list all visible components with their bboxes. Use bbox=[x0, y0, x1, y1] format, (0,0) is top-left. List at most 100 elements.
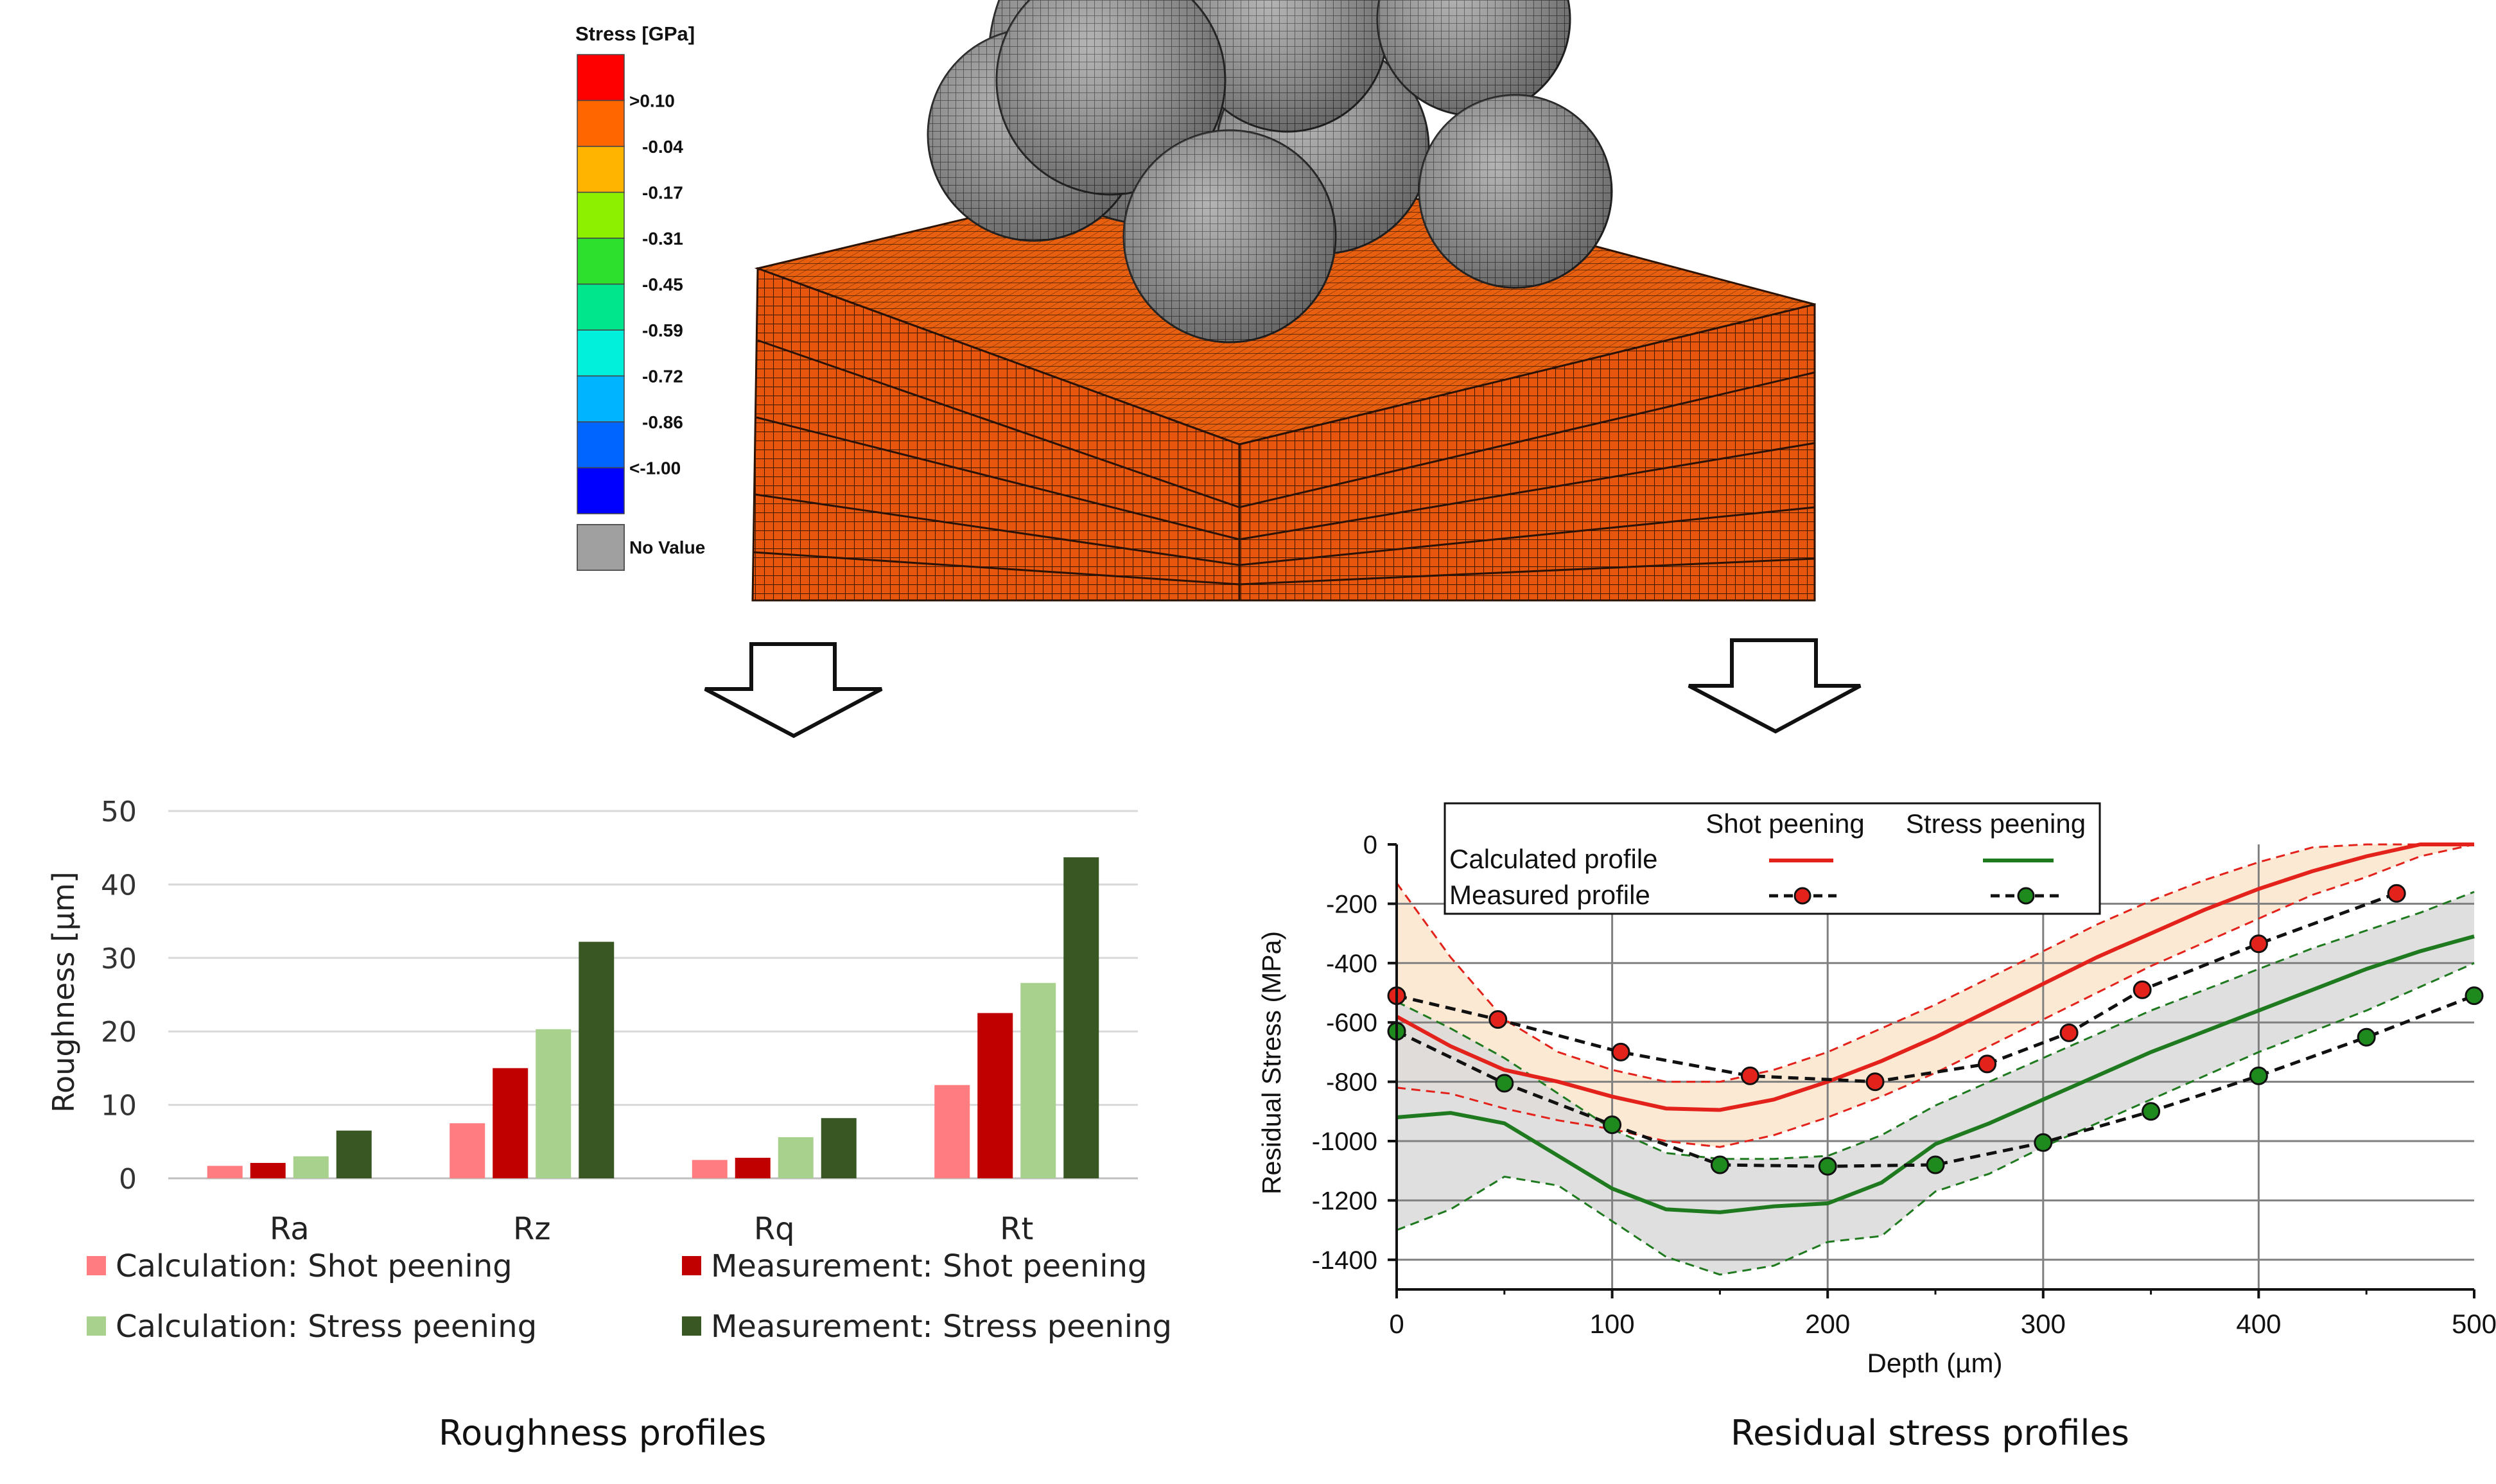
rs-x-axis-label: Depth (µm) bbox=[1867, 1348, 2003, 1378]
mesh-block-right-face bbox=[1238, 303, 1816, 602]
stress-legend-label: -0.45 bbox=[642, 275, 683, 295]
roughness-y-tick-label: 30 bbox=[101, 943, 137, 975]
roughness-category-label: Rq bbox=[754, 1211, 795, 1247]
stress-legend-swatch bbox=[577, 238, 625, 285]
rs-measured-shot-point bbox=[1488, 1010, 1508, 1029]
roughness-bars bbox=[207, 857, 1099, 1178]
roughness-bar bbox=[449, 1123, 485, 1178]
stress-color-legend: Stress [GPa] >0.10 -0.04 -0.17 -0.31 -0.45 -0… bbox=[575, 22, 705, 571]
stress-legend-label: -0.04 bbox=[642, 137, 683, 157]
roughness-category-label: Rz bbox=[513, 1211, 551, 1247]
rs-y-tick-label: -800 bbox=[1326, 1069, 1377, 1097]
rs-measured-stress-point bbox=[2034, 1133, 2053, 1152]
no-value-label: No Value bbox=[629, 537, 705, 557]
rs-legend-row-label: Measured profile bbox=[1449, 880, 1650, 910]
rs-y-tick-label: -200 bbox=[1326, 890, 1377, 918]
caption-residual-stress: Residual stress profiles bbox=[1731, 1413, 2129, 1453]
stress-legend-label: <-1.00 bbox=[629, 458, 681, 478]
rs-series-lines bbox=[1387, 842, 2484, 1276]
rs-measured-shot-point bbox=[1978, 1054, 1997, 1074]
roughness-bar bbox=[735, 1157, 771, 1178]
roughness-bar bbox=[207, 1165, 243, 1178]
rs-measured-shot-point bbox=[2387, 884, 2406, 903]
residual-stress-chart: 0 -200 -400 -600 -800 -1000 -1200 -1400 0 100 200 3… bbox=[1257, 802, 2496, 1378]
rs-axes: 0 -200 -400 -600 -800 -1000 -1200 -1400 0 100 200 3… bbox=[1312, 831, 2496, 1339]
down-arrow-left bbox=[704, 642, 883, 738]
shot-sphere bbox=[1187, 0, 1388, 133]
roughness-chart: 0 10 20 30 40 50 Roughness [µm] Ra Rz Rq Rt Calc… bbox=[46, 796, 1172, 1345]
rs-y-tick-label: -1400 bbox=[1312, 1246, 1377, 1275]
roughness-category-label: Ra bbox=[270, 1211, 310, 1247]
mesh-layer-lines bbox=[753, 339, 1815, 586]
rs-uncertainty-bands bbox=[1397, 844, 2474, 1275]
rs-band-shot bbox=[1397, 844, 2474, 1148]
stress-legend-label: -0.17 bbox=[642, 183, 683, 203]
roughness-bar bbox=[821, 1118, 857, 1178]
rs-y-tick-label: -400 bbox=[1326, 950, 1377, 978]
roughness-legend-label: Measurement: Shot peening bbox=[711, 1248, 1147, 1284]
rs-measured-stress-point bbox=[2357, 1027, 2376, 1047]
rs-y-tick-label: -1200 bbox=[1312, 1187, 1377, 1215]
shot-spheres bbox=[927, 0, 1613, 344]
caption-roughness: Roughness profiles bbox=[439, 1413, 767, 1453]
roughness-bar bbox=[579, 941, 615, 1178]
roughness-bar bbox=[293, 1156, 329, 1178]
no-value-swatch bbox=[577, 524, 625, 571]
rs-band-edge-lower bbox=[1396, 843, 2475, 1148]
rs-x-tick-label: 0 bbox=[1389, 1309, 1404, 1339]
roughness-bar bbox=[692, 1160, 728, 1178]
stress-legend-label: -0.86 bbox=[642, 412, 683, 432]
rs-measured-shot-point bbox=[1865, 1072, 1885, 1092]
roughness-legend-label: Calculation: Stress peening bbox=[116, 1309, 537, 1345]
shot-sphere bbox=[1376, 0, 1571, 117]
rs-calculated-stress-line bbox=[1396, 934, 2475, 1214]
roughness-y-tick-label: 10 bbox=[101, 1090, 137, 1122]
rs-legend-shot-marker bbox=[1793, 887, 1811, 905]
stress-legend-swatch bbox=[577, 283, 625, 331]
stress-legend-label: -0.31 bbox=[642, 229, 683, 249]
roughness-bar bbox=[1020, 982, 1056, 1178]
rs-measured-stress-point bbox=[1710, 1155, 1729, 1174]
stress-legend-label: -0.72 bbox=[642, 367, 683, 387]
rs-x-tick-label: 100 bbox=[1590, 1309, 1635, 1339]
rs-measured-shot-line bbox=[1396, 891, 2398, 1084]
rs-measured-shot-point bbox=[2249, 934, 2268, 954]
rs-legend: Shot peening Stress peening Calculated pro… bbox=[1444, 802, 2101, 915]
rs-measured-stress-point bbox=[2249, 1066, 2268, 1085]
rs-x-tick-label: 300 bbox=[2021, 1309, 2066, 1339]
roughness-bar bbox=[778, 1137, 814, 1178]
stress-legend-swatch bbox=[577, 146, 625, 193]
roughness-bar bbox=[977, 1013, 1013, 1178]
stress-legend-label: -0.59 bbox=[642, 320, 683, 340]
stress-legend-swatch bbox=[577, 421, 625, 469]
roughness-bar bbox=[336, 1130, 372, 1178]
stress-legend-swatch bbox=[577, 191, 625, 239]
rs-calculated-shot-line bbox=[1395, 842, 2474, 1112]
roughness-y-axis-label: Roughness [µm] bbox=[46, 871, 81, 1113]
rs-measured-stress-point bbox=[1818, 1157, 1837, 1176]
roughness-legend-label: Calculation: Shot peening bbox=[116, 1248, 512, 1284]
roughness-legend: Calculation: Shot peening Measurement: Sh… bbox=[87, 1248, 1172, 1345]
roughness-y-ticks: 0 10 20 30 40 50 bbox=[101, 796, 137, 1196]
rs-measured-shot-point bbox=[1611, 1042, 1630, 1061]
roughness-bar bbox=[250, 1162, 286, 1178]
stress-legend-swatch bbox=[577, 329, 625, 377]
shot-sphere bbox=[1418, 94, 1613, 289]
rs-legend-row-label: Calculated profile bbox=[1449, 844, 1658, 874]
roughness-bar bbox=[934, 1085, 970, 1178]
rs-legend-stress-marker bbox=[2017, 887, 2035, 905]
roughness-bar bbox=[493, 1068, 528, 1178]
stress-legend-swatch bbox=[577, 467, 625, 514]
rs-measured-stress-point bbox=[1603, 1115, 1622, 1135]
roughness-legend-swatch bbox=[682, 1256, 701, 1275]
roughness-legend-swatch bbox=[87, 1316, 106, 1336]
rs-measured-shot-point bbox=[2133, 980, 2152, 999]
rs-y-tick-label: -1000 bbox=[1312, 1128, 1377, 1156]
rs-measured-stress-point bbox=[2465, 986, 2484, 1006]
rs-legend-col-header: Stress peening bbox=[1906, 808, 2086, 839]
stress-legend-swatch bbox=[577, 375, 625, 423]
fem-model: Stress [GPa] >0.10 -0.04 -0.17 -0.31 -0.45 -0… bbox=[575, 0, 1816, 602]
roughness-y-tick-label: 40 bbox=[101, 869, 137, 902]
rs-x-tick-label: 200 bbox=[1805, 1309, 1850, 1339]
